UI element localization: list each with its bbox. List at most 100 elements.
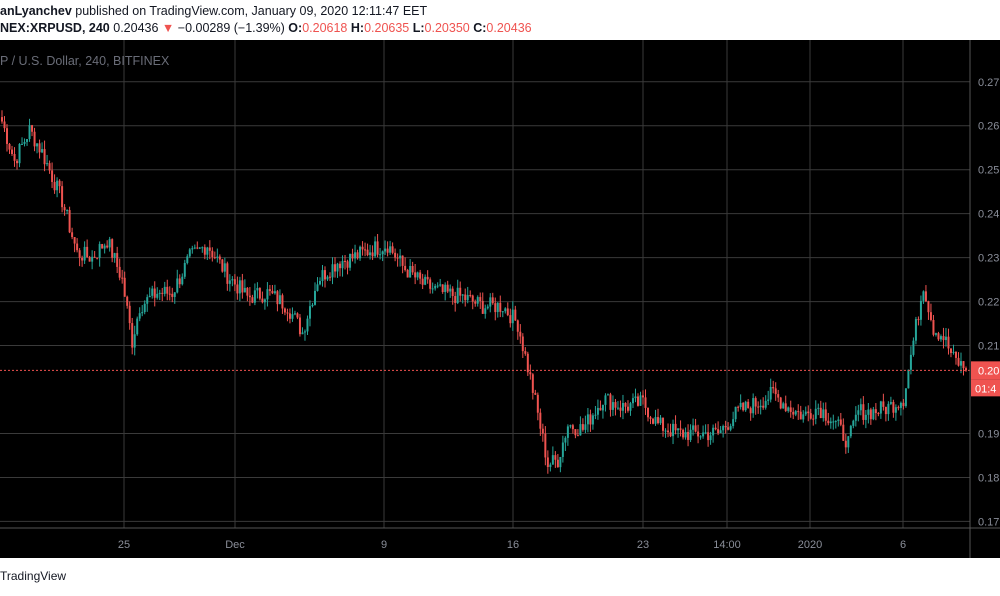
x-tick-label: 2020 <box>798 539 822 551</box>
candle-body <box>797 411 800 413</box>
candle-body <box>61 186 64 208</box>
candle-body <box>759 405 762 408</box>
candle-body <box>709 435 712 441</box>
candle-body <box>311 304 314 307</box>
candle-body <box>912 340 915 355</box>
candle-body <box>837 419 840 421</box>
symbol-label[interactable]: NEX:XRPUSD, 240 <box>0 21 110 35</box>
author-name[interactable]: anLyanchev <box>0 4 72 18</box>
candle-body <box>63 207 66 211</box>
candle-body <box>86 246 89 258</box>
candlestick-chart[interactable]: 0.27 0.26 0.25 0.24 0.23 0.22 0.21 0.19 0.18 0.17… <box>0 40 1000 558</box>
candle-body <box>714 427 717 430</box>
candle-body <box>11 149 14 154</box>
candle-body <box>181 276 184 285</box>
candle-body <box>959 361 962 366</box>
candle-body <box>699 436 702 438</box>
x-tick-label: 23 <box>637 539 649 551</box>
candle-body <box>246 287 249 296</box>
candle-body <box>421 278 424 285</box>
candle-body <box>729 426 732 430</box>
candle-body <box>899 402 902 408</box>
candle-body <box>489 297 492 307</box>
candle-body <box>687 431 690 440</box>
candle-body <box>927 301 930 313</box>
high-value: 0.20635 <box>364 21 410 35</box>
candle-body <box>439 284 442 286</box>
candle-body <box>416 272 419 278</box>
candle-body <box>238 280 241 294</box>
candle-body <box>334 264 337 272</box>
candle-body <box>156 293 159 298</box>
candle-body <box>496 302 499 313</box>
time-axis[interactable]: 25 Dec 9 16 23 14:00 2020 6 <box>118 539 906 551</box>
candle-body <box>644 397 647 408</box>
candle-body <box>589 414 592 425</box>
candle-body <box>889 401 892 404</box>
candle-body <box>273 291 276 294</box>
candle-body <box>253 290 256 303</box>
candle-body <box>757 406 760 408</box>
candle-body <box>594 414 597 416</box>
candle-body <box>138 313 141 319</box>
candle-body <box>263 299 266 303</box>
candle-body <box>211 250 214 258</box>
candle-body <box>336 263 339 272</box>
candle-body <box>564 437 567 443</box>
candle-body <box>313 290 316 305</box>
candle-body <box>824 409 827 421</box>
candle-body <box>381 251 384 255</box>
last-price: 0.20436 <box>113 21 159 35</box>
candles <box>1 110 967 474</box>
candle-body <box>641 395 644 398</box>
candle-body <box>717 429 720 433</box>
candle-body <box>819 407 822 419</box>
candle-body <box>103 245 106 249</box>
x-tick-label: 25 <box>118 539 130 551</box>
close-value: 0.20436 <box>486 21 532 35</box>
candle-body <box>732 419 735 427</box>
candle-body <box>88 257 91 262</box>
candle-body <box>626 406 629 411</box>
open-value: 0.20618 <box>302 21 348 35</box>
candle-body <box>56 180 59 191</box>
candle-body <box>777 394 780 398</box>
candle-body <box>939 336 942 340</box>
candle-body <box>554 455 557 460</box>
candle-body <box>151 288 154 296</box>
candle-body <box>241 280 244 293</box>
candle-body <box>446 284 449 292</box>
candle-body <box>6 128 9 144</box>
candle-body <box>742 402 745 411</box>
candle-body <box>308 306 311 319</box>
tradingview-brand[interactable]: TradingView <box>0 569 67 583</box>
candle-body <box>251 297 254 303</box>
candle-body <box>524 351 527 354</box>
candle-body <box>236 284 239 294</box>
candle-body <box>544 433 547 458</box>
candle-body <box>526 353 529 373</box>
candle-body <box>934 333 937 335</box>
candle-body <box>111 239 114 258</box>
candle-body <box>867 409 870 415</box>
candle-body <box>809 413 812 419</box>
price-axis[interactable]: 0.27 0.26 0.25 0.24 0.23 0.22 0.21 0.19 0.18 0.17 <box>978 77 999 529</box>
candle-body <box>369 252 372 256</box>
candle-body <box>965 368 967 371</box>
candle-body <box>48 163 51 171</box>
candle-body <box>707 432 710 441</box>
candle-body <box>436 285 439 287</box>
x-tick-label: 14:00 <box>713 539 741 551</box>
candle-body <box>584 424 587 430</box>
candle-body <box>344 260 347 262</box>
candle-body <box>772 386 775 389</box>
candle-body <box>331 264 334 278</box>
candle-body <box>411 265 414 273</box>
candle-body <box>233 279 236 285</box>
candle-body <box>16 160 19 164</box>
candle-body <box>609 394 612 410</box>
price-chart[interactable]: 0.27 0.26 0.25 0.24 0.23 0.22 0.21 0.19 0.18 0.17… <box>0 40 1000 558</box>
candle-body <box>298 317 301 335</box>
candle-body <box>962 361 965 369</box>
candle-body <box>288 313 291 319</box>
